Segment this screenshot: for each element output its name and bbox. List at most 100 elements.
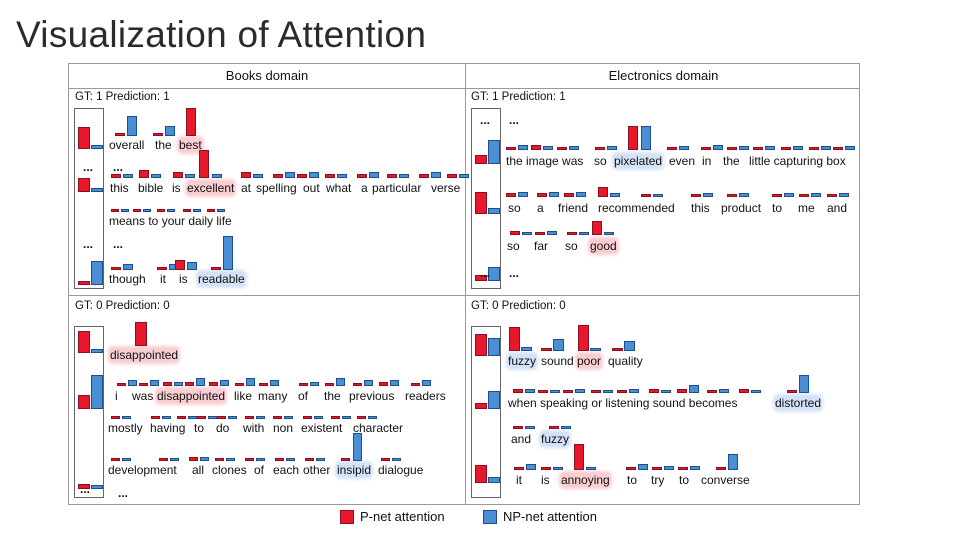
np-net-attention-bar <box>253 174 263 178</box>
word: a <box>361 181 368 195</box>
p-net-attention-bar <box>509 327 520 351</box>
np-net-attention-bar <box>604 232 614 235</box>
word: friend <box>558 201 589 215</box>
np-net-attention-bar <box>336 378 345 386</box>
word: other <box>303 463 331 477</box>
p-net-attention-bar <box>475 465 487 483</box>
word: having <box>150 421 186 435</box>
np-net-attention-bar <box>212 174 222 178</box>
p-net-attention-bar <box>549 426 559 429</box>
p-net-attention-bar <box>331 416 340 419</box>
p-net-attention-bar <box>78 281 90 285</box>
np-net-attention-bar <box>364 380 373 386</box>
word: readers <box>405 389 446 403</box>
np-net-attention-bar <box>728 454 738 470</box>
electronics-domain-header: Electronics domain <box>608 68 719 83</box>
np-net-attention-bar <box>185 174 195 178</box>
p-net-attention-bar <box>727 147 737 150</box>
word: when speaking or listening sound becomes <box>508 396 738 410</box>
np-net-attention-bar <box>784 193 794 197</box>
p-net-attention-bar <box>617 390 627 393</box>
np-net-attention-bar <box>488 267 500 281</box>
p-net-attention-bar <box>177 416 186 419</box>
word: so <box>565 239 578 253</box>
p-net-attention-bar <box>325 174 335 178</box>
word: though <box>109 272 146 286</box>
p-net-attention-bar <box>513 426 523 429</box>
np-net-attention-bar <box>122 458 131 461</box>
p-net-attention-bar <box>241 172 251 178</box>
p-net-attention-bar <box>185 382 194 386</box>
np-net-attention-bar <box>488 140 500 164</box>
word: to <box>679 473 690 487</box>
np-net-attention-bar <box>839 193 849 197</box>
ellipsis: ... <box>113 237 124 251</box>
books-positive-gt-label: GT: 1 Prediction: 1 <box>75 91 170 103</box>
word: disappointed <box>110 348 179 362</box>
p-net-attention-bar <box>538 390 548 393</box>
np-net-attention-bar <box>91 375 103 409</box>
p-net-attention-bar <box>506 147 516 150</box>
word: readable <box>198 272 245 286</box>
np-net-attention-bar <box>309 172 319 178</box>
p-net-attention-bar <box>259 383 268 386</box>
p-net-attention-bar <box>537 193 547 197</box>
np-net-attention-bar <box>821 146 831 150</box>
word: was <box>132 389 154 403</box>
p-net-attention-bar <box>215 458 224 461</box>
np-net-attention-bar <box>661 390 671 393</box>
np-net-attention-bar <box>228 416 237 419</box>
p-net-attention-bar <box>563 390 573 393</box>
p-net-attention-bar <box>217 416 226 419</box>
p-net-attention-bar <box>111 267 121 270</box>
word: try <box>651 473 665 487</box>
np-net-attention-bar <box>220 380 229 386</box>
word: to <box>194 421 205 435</box>
np-net-attention-bar <box>256 458 265 461</box>
word: product <box>721 201 762 215</box>
sentence-attention-box <box>74 326 104 498</box>
p-net-attention-bar <box>595 147 605 150</box>
np-net-attention-bar <box>653 194 663 197</box>
p-net-attention-bar <box>475 192 487 214</box>
np-net-attention-bar <box>522 232 532 235</box>
np-net-attention-bar <box>91 485 103 489</box>
p-net-attention-bar <box>592 221 602 235</box>
p-net-attention-bar <box>275 458 284 461</box>
np-net-attention-bar <box>128 380 137 386</box>
p-net-attention-bar <box>641 194 651 197</box>
books-negative-gt-label: GT: 0 Prediction: 0 <box>75 300 170 312</box>
np-net-attention-bar <box>284 416 293 419</box>
word: poor <box>577 354 602 368</box>
p-net-attention-bar <box>303 416 312 419</box>
np-net-attention-bar <box>165 126 175 136</box>
np-net-attention-bar <box>553 339 564 351</box>
p-net-attention-bar <box>513 389 523 393</box>
p-net-attention-bar <box>353 383 362 386</box>
np-net-attention-bar <box>575 389 585 393</box>
p-net-attention-bar <box>78 127 90 149</box>
word: the <box>324 389 341 403</box>
p-net-attention-bar <box>475 403 487 409</box>
p-net-attention-bar <box>535 232 545 235</box>
np-net-attention-bar <box>390 380 399 386</box>
np-net-attention-bar <box>751 390 761 393</box>
word: far <box>534 239 549 253</box>
word: previous <box>349 389 395 403</box>
np-net-attention-bar <box>690 466 700 470</box>
p-net-attention-bar <box>564 193 574 197</box>
p-net-attention-bar <box>173 172 183 178</box>
np-net-attention-bar <box>799 375 809 393</box>
p-net-attention-bar <box>299 383 308 386</box>
p-net-attention-bar <box>381 458 390 461</box>
np-net-attention-bar <box>713 145 723 150</box>
word: particular <box>372 181 422 195</box>
np-net-attention-bar <box>845 146 855 150</box>
np-net-legend-label: NP-net attention <box>503 509 597 524</box>
p-net-attention-bar <box>667 147 677 150</box>
np-net-attention-bar <box>91 145 103 149</box>
np-net-attention-bar <box>200 457 209 461</box>
np-net-attention-bar <box>167 209 175 212</box>
p-net-attention-bar <box>799 194 809 197</box>
word: distorted <box>775 396 822 410</box>
